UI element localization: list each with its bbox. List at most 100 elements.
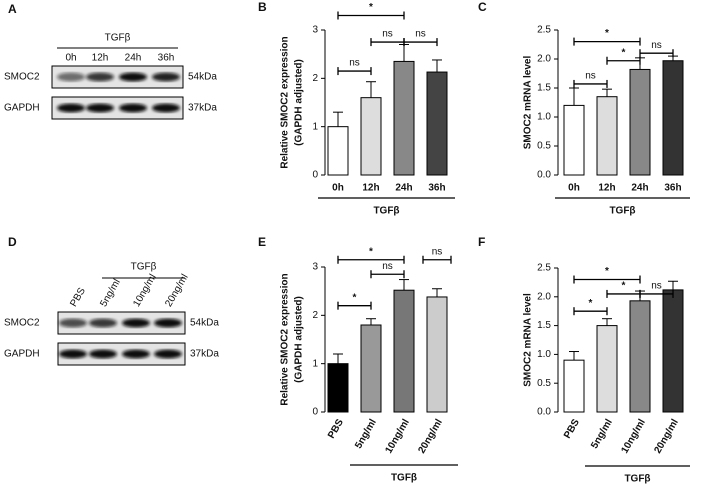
panel-label: C (478, 0, 487, 14)
group-label: TGFβ (105, 33, 131, 44)
x-tick-label: 10ng/ml (619, 417, 648, 455)
size-label: 37kDa (188, 103, 217, 114)
blot-band (59, 318, 87, 328)
y-tick-label: 0 (312, 170, 318, 181)
bar (426, 296, 448, 413)
sig-label: ns (585, 71, 596, 82)
y-tick-label: 1.0 (537, 112, 551, 123)
y-tick-label: 2.5 (537, 263, 551, 274)
bar (596, 325, 618, 413)
bar (426, 71, 448, 176)
panel-label: B (258, 0, 267, 14)
group-label: TGFβ (373, 206, 399, 217)
lane-label: 24h (125, 53, 142, 64)
blot-band (154, 349, 182, 359)
x-tick-label: 0h (568, 183, 580, 194)
y-tick-label: 3 (312, 25, 318, 36)
bar (629, 68, 651, 176)
sig-label: * (622, 281, 626, 292)
bar (629, 300, 651, 413)
x-tick-label: PBS (326, 417, 346, 441)
x-tick-label: 24h (395, 183, 412, 194)
y-tick-label: 0.0 (537, 407, 551, 418)
bar (360, 97, 382, 176)
bar (662, 60, 684, 176)
y-tick-label: 1 (312, 358, 318, 369)
size-label: 37kDa (190, 349, 219, 360)
size-label: 54kDa (188, 72, 217, 83)
sig-label: ns (382, 261, 393, 272)
protein-label: GAPDH (4, 103, 40, 114)
x-tick-label: 5ng/ml (353, 417, 379, 451)
x-tick-label: 36h (664, 183, 681, 194)
blot-band (152, 103, 180, 113)
sig-label: ns (415, 29, 426, 40)
y-tick-label: 1 (312, 121, 318, 132)
bar (563, 359, 585, 413)
blot-band (86, 72, 114, 82)
panel-label: A (8, 2, 17, 16)
blot-box (51, 65, 184, 89)
y-tick-label: 2.0 (537, 291, 551, 302)
y-tick-label: 1.5 (537, 320, 551, 331)
blot-box (51, 96, 184, 120)
bar (327, 363, 349, 413)
y-tick-label: 1.0 (537, 349, 551, 360)
blot-box (57, 311, 186, 335)
sig-label: ns (349, 58, 360, 69)
x-tick-label: 36h (428, 183, 445, 194)
y-tick-label: 2.5 (537, 25, 551, 36)
blot-band (122, 349, 150, 359)
bar (327, 126, 349, 176)
x-tick-label: 0h (332, 183, 344, 194)
blot-band (122, 318, 150, 328)
y-axis-label: (GAPDH adjusted) (294, 59, 305, 146)
group-label: TGFβ (609, 206, 635, 217)
x-tick-label: 20ng/ml (416, 417, 445, 455)
y-axis-label: Relative SMOC2 expression (280, 273, 291, 405)
lane-label: 5ng/ml (98, 277, 123, 308)
y-tick-label: 3 (312, 262, 318, 273)
group-label: TGFβ (624, 474, 650, 485)
blot-band (86, 103, 114, 113)
y-axis-label: Relative SMOC2 expression (280, 36, 291, 168)
panel-label: F (478, 235, 485, 249)
blot-box (57, 342, 186, 366)
sig-label: * (605, 28, 609, 39)
x-tick-label: PBS (562, 417, 582, 441)
y-axis-label: (GAPDH adjusted) (294, 296, 305, 383)
blot-band (59, 349, 87, 359)
bar (393, 60, 415, 176)
blot-band (152, 72, 180, 82)
sig-label: ns (382, 29, 393, 40)
sig-label: ns (651, 40, 662, 51)
lane-label: 12h (92, 53, 109, 64)
protein-label: SMOC2 (4, 318, 40, 329)
sig-label: ns (651, 281, 662, 292)
blot-band (119, 72, 147, 82)
blot-band (154, 318, 182, 328)
bar (662, 289, 684, 413)
sig-label: * (369, 246, 373, 257)
sig-label: * (369, 2, 373, 13)
bar (563, 104, 585, 176)
panel-label: D (8, 235, 17, 249)
bar (393, 289, 415, 413)
y-tick-label: 2.0 (537, 54, 551, 65)
panel-label: E (258, 235, 266, 249)
bar (596, 96, 618, 176)
sig-label: * (353, 292, 357, 303)
x-tick-label: 12h (362, 183, 379, 194)
blot-band (119, 103, 147, 113)
sig-label: ns (432, 246, 443, 257)
y-tick-label: 0.0 (537, 170, 551, 181)
protein-label: SMOC2 (4, 72, 40, 83)
y-axis-label: SMOC2 mRNA level (523, 56, 534, 150)
bar (360, 324, 382, 413)
blot-band (57, 72, 85, 82)
size-label: 54kDa (190, 318, 219, 329)
y-tick-label: 1.5 (537, 83, 551, 94)
sig-label: * (605, 266, 609, 277)
y-tick-label: 0.5 (537, 141, 551, 152)
